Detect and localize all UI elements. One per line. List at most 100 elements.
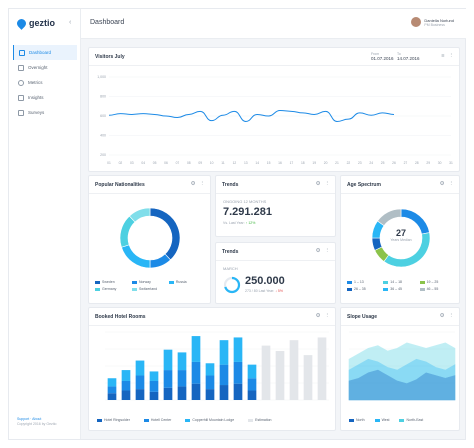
- more-icon[interactable]: ⋮: [324, 248, 331, 254]
- more-icon[interactable]: ⋮: [448, 181, 455, 187]
- x-tick-label: 09: [198, 161, 202, 165]
- y-tick-label: 800: [100, 95, 106, 99]
- legend-swatch: [95, 280, 100, 284]
- legend-swatch: [383, 287, 389, 291]
- more-icon[interactable]: ⋮: [324, 181, 331, 187]
- donut-slice: [119, 215, 136, 248]
- location-pin-icon: [15, 16, 28, 30]
- date-to[interactable]: To 14.07.2016: [397, 52, 420, 61]
- x-tick-label: 03: [130, 161, 134, 165]
- more-icon[interactable]: ⋮: [199, 181, 206, 187]
- x-tick-label: 31: [449, 161, 453, 165]
- collapse-icon[interactable]: ‹: [69, 19, 72, 26]
- legend-swatch: [131, 287, 137, 291]
- legend-swatch: [374, 418, 380, 422]
- bar-segment: [205, 389, 215, 400]
- age-donut: [371, 208, 431, 268]
- legend-swatch: [168, 280, 174, 284]
- bar-segment: [317, 337, 327, 400]
- sidebar-item-dashboard[interactable]: Dashboard: [13, 45, 77, 60]
- date-from-value: 01.07.2016: [371, 55, 394, 61]
- sidebar-item-label: Metrics: [28, 80, 43, 85]
- legend-label: Norway: [138, 280, 151, 284]
- legend-label: 19 – 25: [426, 280, 439, 284]
- gear-icon[interactable]: ⚙: [439, 313, 445, 319]
- user-menu[interactable]: Daniella Norlund PM Business: [411, 17, 454, 27]
- area-series: [348, 369, 456, 401]
- legend-item: Russia: [168, 280, 206, 284]
- more-icon[interactable]: ⋮: [324, 313, 331, 319]
- gear-icon[interactable]: ⚙: [315, 248, 321, 254]
- legend-label: Copperhill Mountain Lodge: [192, 418, 235, 422]
- visitors-line: [108, 110, 395, 122]
- date-to-label: To: [397, 52, 401, 56]
- trends-card-1: Trends ⚙ ⋮ ONGOING 12 MONTHS 7.291.281 Vs…: [215, 175, 336, 237]
- legend-swatch: [383, 280, 389, 284]
- date-to-value: 14.07.2016: [397, 55, 420, 61]
- date-from[interactable]: From 01.07.2016: [371, 52, 394, 61]
- legend-label: North: [356, 418, 365, 422]
- trends-change: ↓ 5%: [275, 289, 283, 293]
- bar-segment: [149, 371, 159, 381]
- gear-icon[interactable]: ⚙: [190, 181, 196, 187]
- more-icon[interactable]: ⋮: [448, 313, 455, 319]
- bar-segment: [121, 380, 131, 391]
- trends-compare-label: Vs. Last Year:: [223, 221, 245, 225]
- bar-segment: [107, 378, 117, 387]
- donut-slice: [149, 207, 181, 261]
- avatar: [411, 17, 422, 27]
- x-tick-label: 23: [358, 161, 362, 165]
- bar-segment: [247, 364, 257, 379]
- trends-tools: ⚙ ⋮: [316, 181, 330, 187]
- legend-swatch: [248, 418, 254, 422]
- sidebar-item-insights[interactable]: Insights: [13, 90, 77, 105]
- bar-segment: [289, 340, 299, 400]
- x-tick-label: 02: [119, 161, 123, 165]
- bar-segment: [107, 393, 117, 400]
- footer-links[interactable]: Support · About: [17, 417, 42, 421]
- legend-label: Hotel Ringsolder: [104, 418, 130, 422]
- legend-swatch: [95, 287, 100, 291]
- bar-segment: [135, 375, 145, 390]
- legend-item: Norway: [131, 280, 169, 284]
- more-icon[interactable]: ⋮: [448, 53, 455, 59]
- brand-name: geztio: [29, 18, 55, 28]
- y-tick-label: 1,000: [97, 75, 106, 79]
- area-series: [348, 342, 456, 401]
- gear-icon[interactable]: ⚙: [439, 181, 445, 187]
- sidebar-item-metrics[interactable]: Metrics: [13, 75, 77, 90]
- x-tick-label: 25: [381, 161, 385, 165]
- bar-segment: [247, 378, 257, 391]
- bar-segment: [135, 389, 145, 400]
- legend-label: North-East: [406, 418, 424, 422]
- x-tick-label: 08: [187, 161, 191, 165]
- legend-item: Copperhill Mountain Lodge: [185, 418, 234, 422]
- bar-segment: [303, 355, 313, 400]
- rooms-title: Booked Hotel Rooms: [95, 314, 146, 320]
- sidebar-item-overnight[interactable]: Overnight: [13, 60, 77, 75]
- y-tick-label: 600: [100, 114, 106, 118]
- legend-item: Hotel Ringsolder: [97, 418, 130, 422]
- trends-tools: ⚙ ⋮: [316, 248, 330, 254]
- gear-icon[interactable]: ⚙: [315, 181, 321, 187]
- legend-label: Russia: [175, 280, 187, 284]
- bar-segment: [149, 391, 159, 400]
- logo[interactable]: geztio: [15, 16, 55, 30]
- user-name: Daniella Norlund: [424, 17, 454, 23]
- bar-segment: [177, 352, 187, 371]
- filter-icon[interactable]: ≡: [441, 53, 445, 59]
- legend-item: 46 – 55: [419, 287, 456, 291]
- legend-item: Germany: [95, 287, 132, 291]
- nationalities-title: Popular Nationalities: [95, 182, 145, 188]
- legend-label: 36 – 45: [390, 287, 402, 291]
- slope-legend: North West North-East: [349, 418, 457, 422]
- bar-segment: [121, 390, 131, 400]
- slope-card: Slope Usage ⚙ ⋮ North West North-East: [340, 307, 460, 431]
- trends-compare: 273 / 80 Last Year: ↓ 5%: [245, 289, 283, 293]
- gear-icon[interactable]: ⚙: [315, 313, 321, 319]
- trends-compare-label: 273 / 80 Last Year:: [245, 289, 275, 293]
- bar-segment: [233, 383, 243, 400]
- legend-item: Estimation: [248, 418, 272, 422]
- sidebar-item-surveys[interactable]: Surveys: [13, 105, 77, 120]
